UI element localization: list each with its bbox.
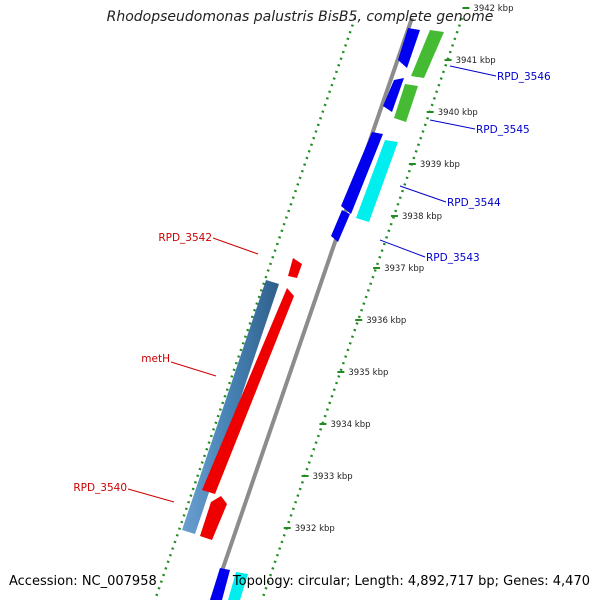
kbp-tick-label: 3936 kbp <box>366 316 406 326</box>
leader-lines <box>127 65 497 503</box>
reverse-strand-features <box>182 258 302 540</box>
cyan-block <box>228 572 248 600</box>
steelblue-block <box>182 280 279 534</box>
rrna-block <box>394 84 418 122</box>
gene-label-rpd-3546[interactable]: RPD_3546 <box>497 71 551 83</box>
inner-dotted-ring <box>260 17 464 600</box>
gene-label-meth[interactable]: metH <box>141 353 170 365</box>
genome-backbone <box>210 17 414 600</box>
kbp-tick-label: 3939 kbp <box>420 160 460 170</box>
kbp-tick-label: 3942 kbp <box>473 4 513 14</box>
kbp-tick-label: 3938 kbp <box>402 212 442 222</box>
rrna-block <box>411 30 444 78</box>
cds-block <box>341 132 383 214</box>
kbp-tick-label: 3934 kbp <box>330 420 370 430</box>
accession-text: Accession: NC_007958 <box>9 574 157 589</box>
cds-block <box>383 78 404 112</box>
gene-label-rpd-3545[interactable]: RPD_3545 <box>476 124 530 136</box>
cds-block <box>288 258 302 278</box>
cds-block <box>398 28 420 68</box>
gene-label-rpd-3543[interactable]: RPD_3543 <box>426 252 480 264</box>
cds-block <box>200 496 227 540</box>
cds-block <box>331 210 350 242</box>
kbp-tick-label: 3937 kbp <box>384 264 424 274</box>
kbp-tick-label: 3941 kbp <box>456 56 496 66</box>
forward-strand-features <box>210 28 444 600</box>
kbp-ticks: 3932 kbp 3933 kbp 3934 kbp 3935 kbp 3936 kbp… <box>283 4 513 534</box>
outer-dotted-ring <box>153 17 357 600</box>
gene-label-rpd-3540[interactable]: RPD_3540 <box>73 482 127 494</box>
kbp-tick-label: 3940 kbp <box>438 108 478 118</box>
gene-labels: RPD_3546 RPD_3545 RPD_3544 RPD_3543 RPD_… <box>73 71 551 494</box>
genome-summary-text: Topology: circular; Length: 4,892,717 bp… <box>232 574 590 589</box>
gene-label-rpd-3544[interactable]: RPD_3544 <box>447 197 501 209</box>
cyan-block <box>356 140 398 222</box>
kbp-tick-label: 3935 kbp <box>348 368 388 378</box>
kbp-tick-label: 3932 kbp <box>295 524 335 534</box>
page-title: Rhodopseudomonas palustris BisB5, comple… <box>106 9 494 25</box>
gene-label-rpd-3542[interactable]: RPD_3542 <box>158 232 212 244</box>
cds-block <box>210 568 230 600</box>
kbp-tick-label: 3933 kbp <box>313 472 353 482</box>
cds-block <box>202 288 294 494</box>
